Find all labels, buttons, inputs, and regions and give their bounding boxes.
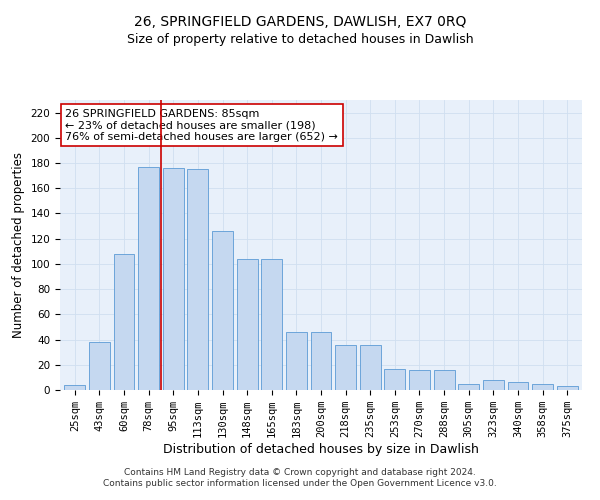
Bar <box>434 370 455 390</box>
Bar <box>236 259 257 390</box>
Bar <box>508 382 529 390</box>
Bar <box>385 368 406 390</box>
Bar <box>163 168 184 390</box>
Bar <box>64 385 85 390</box>
Bar <box>261 259 282 390</box>
Bar <box>335 344 356 390</box>
Bar <box>212 231 233 390</box>
Bar <box>557 386 578 390</box>
X-axis label: Distribution of detached houses by size in Dawlish: Distribution of detached houses by size … <box>163 443 479 456</box>
Text: 26, SPRINGFIELD GARDENS, DAWLISH, EX7 0RQ: 26, SPRINGFIELD GARDENS, DAWLISH, EX7 0R… <box>134 15 466 29</box>
Bar <box>286 332 307 390</box>
Bar <box>311 332 331 390</box>
Text: Contains HM Land Registry data © Crown copyright and database right 2024.
Contai: Contains HM Land Registry data © Crown c… <box>103 468 497 487</box>
Bar <box>483 380 504 390</box>
Bar <box>458 384 479 390</box>
Bar <box>89 342 110 390</box>
Bar <box>113 254 134 390</box>
Text: Size of property relative to detached houses in Dawlish: Size of property relative to detached ho… <box>127 32 473 46</box>
Y-axis label: Number of detached properties: Number of detached properties <box>12 152 25 338</box>
Bar <box>532 384 553 390</box>
Bar <box>187 170 208 390</box>
Bar <box>138 167 159 390</box>
Text: 26 SPRINGFIELD GARDENS: 85sqm
← 23% of detached houses are smaller (198)
76% of : 26 SPRINGFIELD GARDENS: 85sqm ← 23% of d… <box>65 108 338 142</box>
Bar <box>409 370 430 390</box>
Bar <box>360 344 381 390</box>
